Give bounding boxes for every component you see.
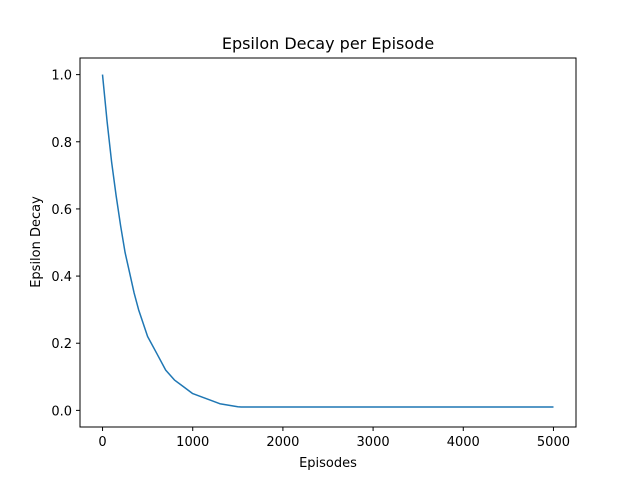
y-tick-label: 0.8 [51,136,72,151]
y-tick-label: 1.0 [51,69,72,84]
axes-frame [79,57,577,428]
y-tick-label: 0.6 [51,203,72,218]
plot-area [101,74,554,408]
x-tick-label: 1000 [176,435,209,450]
y-tick-label: 0.4 [51,270,72,285]
y-tick-label: 0.2 [51,337,72,352]
y-axis-ticks: 0.0 0.2 0.4 0.6 0.8 1.0 [51,69,80,419]
y-tick-label: 0.0 [51,404,72,419]
epsilon-series-line [101,74,554,408]
x-tick-label: 2000 [266,435,299,450]
x-axis-label: Episodes [299,456,357,471]
x-axis-ticks: 0 1000 2000 3000 4000 5000 [98,427,570,450]
y-axis-label: Epsilon Decay [29,196,44,288]
x-tick-label: 0 [98,435,106,450]
x-tick-label: 3000 [357,435,390,450]
x-tick-label: 5000 [537,435,570,450]
chart-title: Epsilon Decay per Episode [222,34,434,53]
x-tick-label: 4000 [447,435,480,450]
